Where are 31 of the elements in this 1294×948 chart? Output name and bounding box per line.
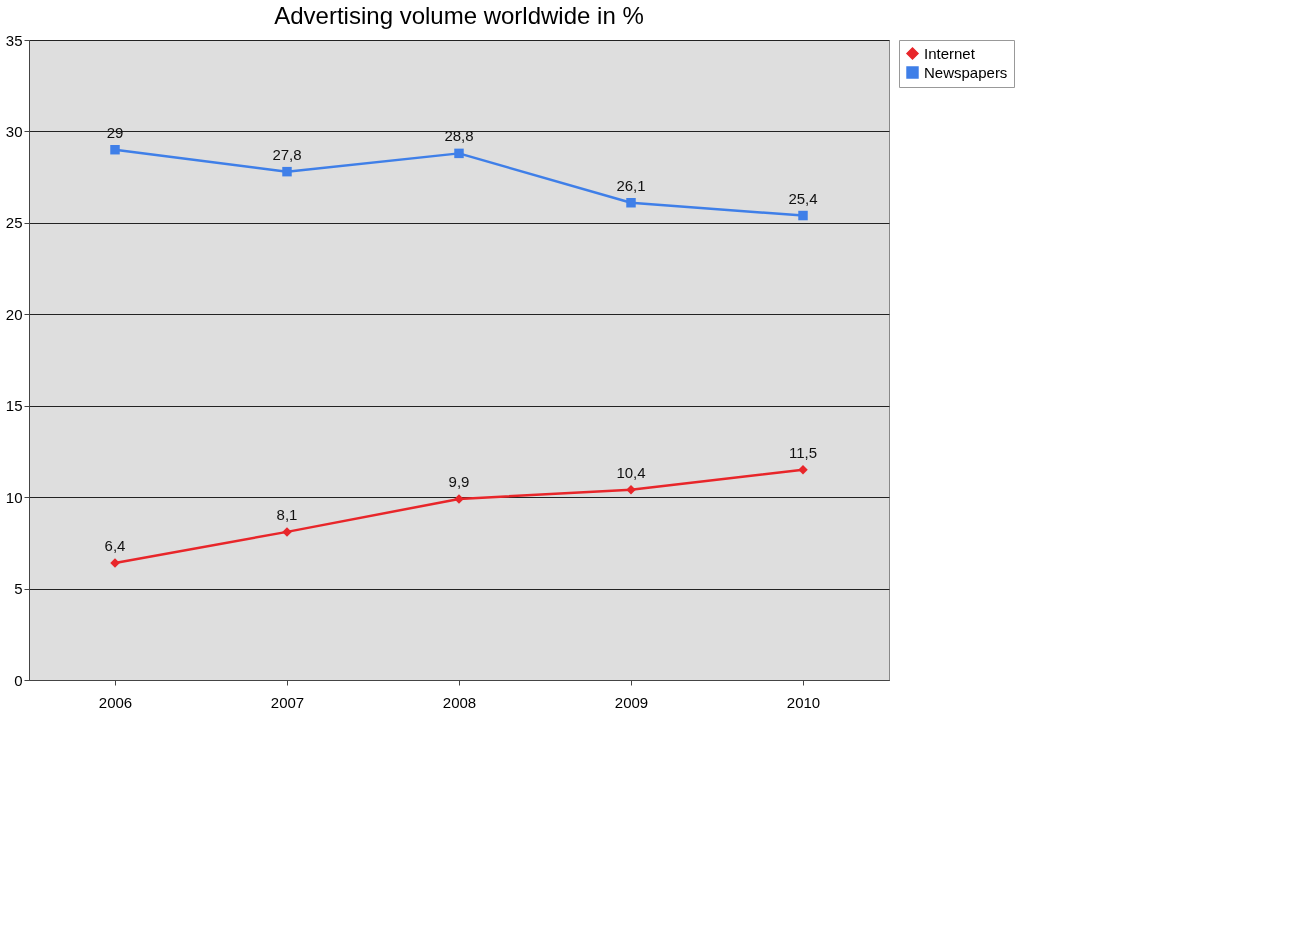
y-tick-label: 25 — [5, 214, 23, 232]
y-tick-label: 20 — [5, 305, 23, 323]
data-label: 11,5 — [788, 443, 818, 461]
y-tick-label: 5 — [14, 580, 23, 598]
data-label: 9,9 — [448, 472, 470, 490]
point — [110, 144, 120, 155]
chart-title: Advertising volume worldwide in % — [274, 2, 644, 29]
x-tick-label: 2009 — [614, 693, 649, 711]
legend-label: Internet — [924, 44, 976, 62]
data-label: 10,4 — [616, 463, 646, 481]
point — [454, 148, 464, 159]
data-label: 28,8 — [444, 127, 474, 145]
x-tick-label: 2007 — [270, 693, 305, 711]
x-tick-label: 2008 — [442, 693, 477, 711]
y-tick-label: 10 — [5, 488, 23, 506]
y-tick-label: 0 — [14, 671, 23, 689]
x-tick-label: 2006 — [98, 693, 133, 711]
data-label: 26,1 — [616, 176, 646, 194]
y-tick-label: 30 — [5, 122, 23, 140]
x-tick-label: 2010 — [786, 693, 821, 711]
point — [798, 464, 808, 475]
data-label: 25,4 — [788, 189, 818, 207]
data-label: 6,4 — [104, 536, 126, 554]
data-label: 27,8 — [272, 145, 302, 163]
y-tick-label: 35 — [5, 31, 23, 49]
point — [798, 210, 808, 221]
point — [626, 198, 636, 208]
y-tick-label: 15 — [5, 397, 23, 415]
point — [282, 166, 292, 177]
data-label: 8,1 — [276, 505, 298, 523]
legend-label: Newspapers — [924, 63, 1008, 81]
